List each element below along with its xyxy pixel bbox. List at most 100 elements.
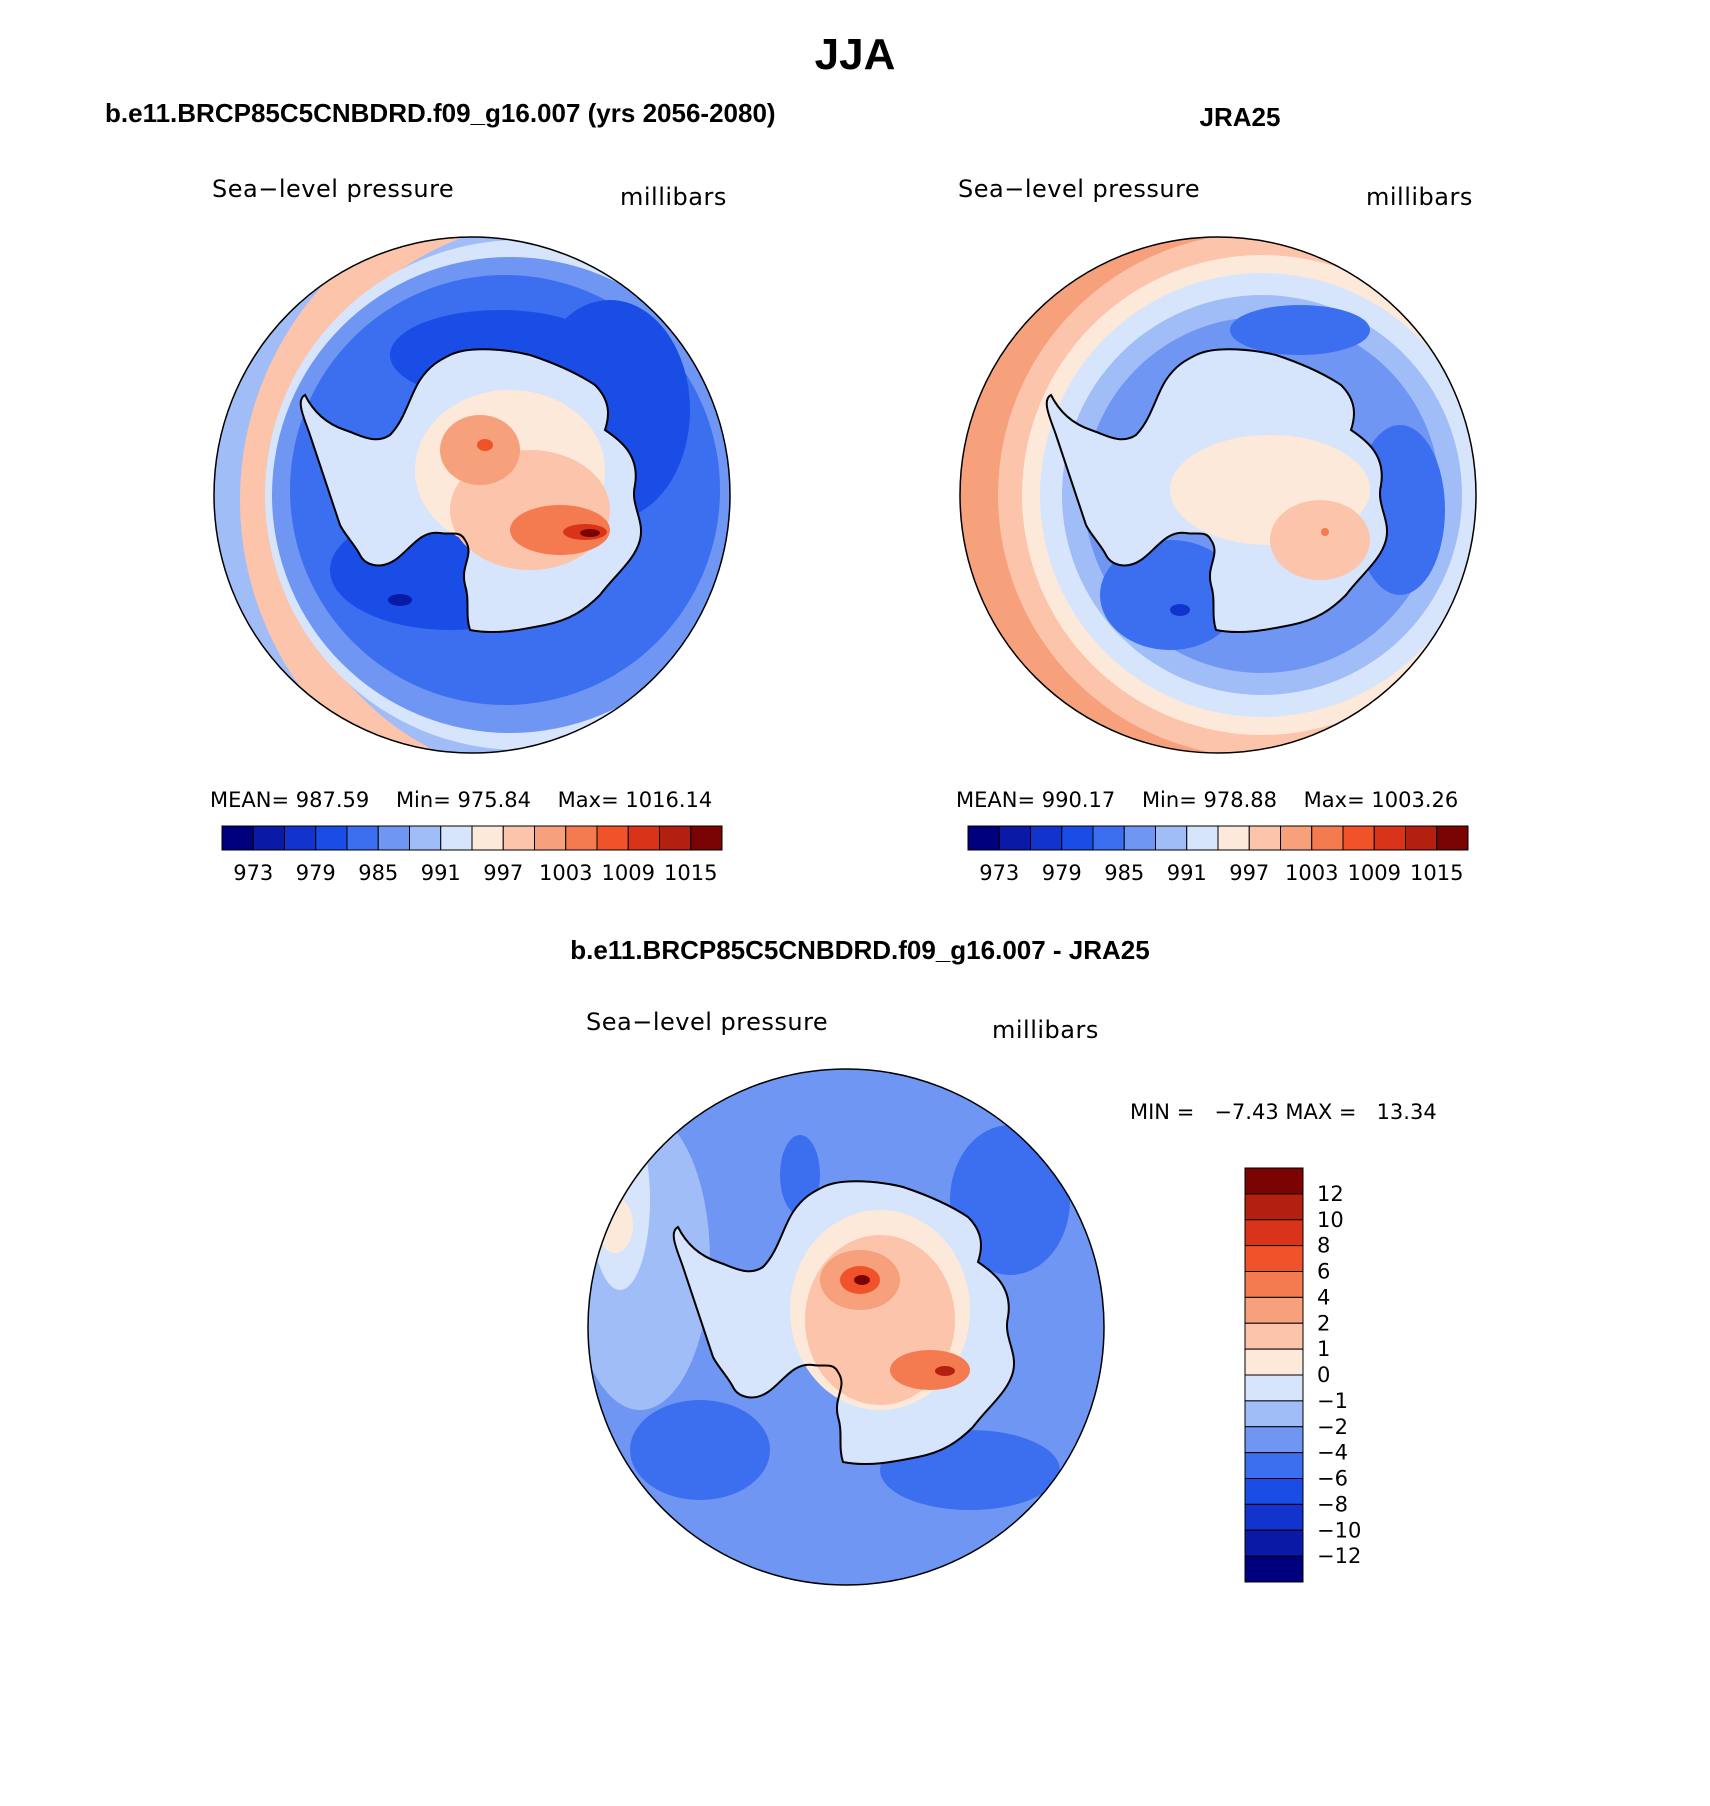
obs-low-3 (1230, 305, 1370, 355)
obs-colorbar-box (1092, 825, 1125, 851)
model-colorbar-box (284, 825, 317, 851)
obs-colorbar-tick-label: 991 (1167, 861, 1207, 885)
obs-colorbar-box (1030, 825, 1063, 851)
model-colorbar-box (221, 825, 254, 851)
diff-colorbar-box (1244, 1193, 1304, 1221)
diff-colorbar-box (1244, 1167, 1304, 1195)
model-colorbar-tick-label: 973 (233, 861, 273, 885)
diff-colorbar-box (1244, 1245, 1304, 1272)
diff-panel-title: b.e11.BRCP85C5CNBDRD.f09_g16.007 - JRA25 (570, 935, 1150, 965)
obs-max-label: Max= (1303, 788, 1365, 812)
obs-variable-label: Sea−level pressure (958, 175, 1201, 203)
diff-colorbar-box (1244, 1400, 1304, 1428)
obs-max-value: 1003.26 (1371, 788, 1459, 812)
diff-colorbar-tick-label: −10 (1317, 1518, 1361, 1542)
diff-min-label: MIN = (1130, 1100, 1195, 1124)
diff-colorbar-tick-label: 4 (1317, 1285, 1330, 1309)
obs-colorbar-box (1405, 825, 1438, 851)
model-mean-label: MEAN= (210, 788, 290, 812)
obs-min-value: 978.88 (1203, 788, 1277, 812)
diff-colorbar-box (1244, 1503, 1304, 1531)
obs-colorbar-tick-label: 997 (1229, 861, 1269, 885)
model-map-border (213, 236, 731, 754)
obs-colorbar-box (1436, 825, 1469, 851)
obs-colorbar-tick-label: 973 (979, 861, 1019, 885)
obs-colorbar-box (1186, 825, 1219, 851)
diff-map-border (587, 1068, 1105, 1586)
diff-stats: MIN = −7.43 MAX = 13.34 (1130, 1100, 1437, 1124)
model-colorbar-box (252, 825, 285, 851)
obs-colorbar-box (1311, 825, 1344, 851)
obs-colorbar-box (1123, 825, 1156, 851)
model-colorbar-box (596, 825, 629, 851)
obs-high-core (1321, 528, 1329, 536)
diff-colorbar-box (1244, 1348, 1304, 1376)
obs-map-border (959, 236, 1477, 754)
obs-colorbar-box (1342, 825, 1375, 851)
diff-units-label: millibars (992, 1016, 1099, 1044)
model-colorbar-box (409, 825, 442, 851)
diff-colorbar-tick-label: 10 (1317, 1208, 1344, 1232)
diff-colorbar-tick-label: 8 (1317, 1234, 1330, 1258)
diff-weak-2 (590, 1110, 650, 1290)
obs-colorbar-box (1248, 825, 1281, 851)
diff-colorbar-tick-label: −2 (1317, 1415, 1348, 1439)
obs-colorbar-box (1155, 825, 1188, 851)
diff-pos-core-1 (854, 1275, 870, 1285)
diff-colorbar-box (1244, 1374, 1304, 1402)
model-colorbar-box (346, 825, 379, 851)
obs-map (959, 236, 1477, 754)
obs-colorbar-tick-label: 1009 (1348, 861, 1401, 885)
model-stats: MEAN= 987.59 Min= 975.84 Max= 1016.14 (210, 788, 712, 812)
model-mean-value: 987.59 (295, 788, 370, 812)
model-colorbar-tick-label: 991 (421, 861, 461, 885)
obs-colorbar: 973 979 985 991 997 1003 1009 1015 (967, 825, 1469, 885)
diff-colorbar-tick-label: −8 (1317, 1492, 1348, 1516)
model-colorbar-box (690, 825, 723, 851)
model-colorbar-tick-label: 1003 (539, 861, 592, 885)
model-colorbar-tick-label: 985 (358, 861, 398, 885)
model-min-label: Min= (395, 788, 451, 812)
obs-panel-title: JRA25 (1199, 102, 1281, 132)
model-high-6 (477, 439, 493, 451)
model-max-value: 1016.14 (625, 788, 713, 812)
model-colorbar-tick-label: 997 (483, 861, 523, 885)
model-high-core (580, 529, 600, 537)
diff-colorbar-box (1244, 1296, 1304, 1324)
diff-colorbar-tick-label: −4 (1317, 1441, 1348, 1465)
model-colorbar-box (502, 825, 535, 851)
diff-colorbar-box (1244, 1271, 1304, 1298)
diff-colorbar-box (1244, 1219, 1304, 1247)
model-variable-label: Sea−level pressure (212, 175, 455, 203)
diff-max-value: 13.34 (1376, 1100, 1437, 1124)
diff-colorbar-tick-label: 6 (1317, 1260, 1330, 1284)
diff-colorbar-box (1244, 1478, 1304, 1505)
model-panel-title: b.e11.BRCP85C5CNBDRD.f09_g16.007 (yrs 20… (105, 98, 776, 128)
diff-colorbar-tick-label: 12 (1317, 1182, 1344, 1206)
model-colorbar: 973 979 985 991 997 1003 1009 1015 (221, 825, 723, 885)
model-map (213, 236, 731, 754)
model-max-label: Max= (557, 788, 619, 812)
model-ring-outer (240, 237, 730, 753)
model-colorbar-tick-label: 979 (296, 861, 336, 885)
diff-colorbar-box (1244, 1452, 1304, 1479)
diff-colorbar-box (1244, 1529, 1304, 1557)
model-colorbar-box (471, 825, 504, 851)
model-high-3 (440, 415, 520, 485)
model-colorbar-box (534, 825, 567, 851)
main-title: JJA (814, 30, 896, 79)
diff-min-value: −7.43 (1214, 1100, 1279, 1124)
diff-max-label: MAX = (1285, 1100, 1357, 1124)
diff-weak-3 (597, 1197, 633, 1253)
diff-colorbar-tick-label: −1 (1317, 1389, 1348, 1413)
model-colorbar-box (659, 825, 692, 851)
obs-colorbar-tick-label: 979 (1042, 861, 1082, 885)
diff-colorbar-tick-label: 0 (1317, 1363, 1330, 1387)
obs-mean-label: MEAN= (956, 788, 1036, 812)
model-colorbar-box (627, 825, 660, 851)
obs-units-label: millibars (1366, 183, 1473, 211)
model-colorbar-tick-label: 1015 (664, 861, 717, 885)
model-colorbar-tick-label: 1009 (602, 861, 655, 885)
